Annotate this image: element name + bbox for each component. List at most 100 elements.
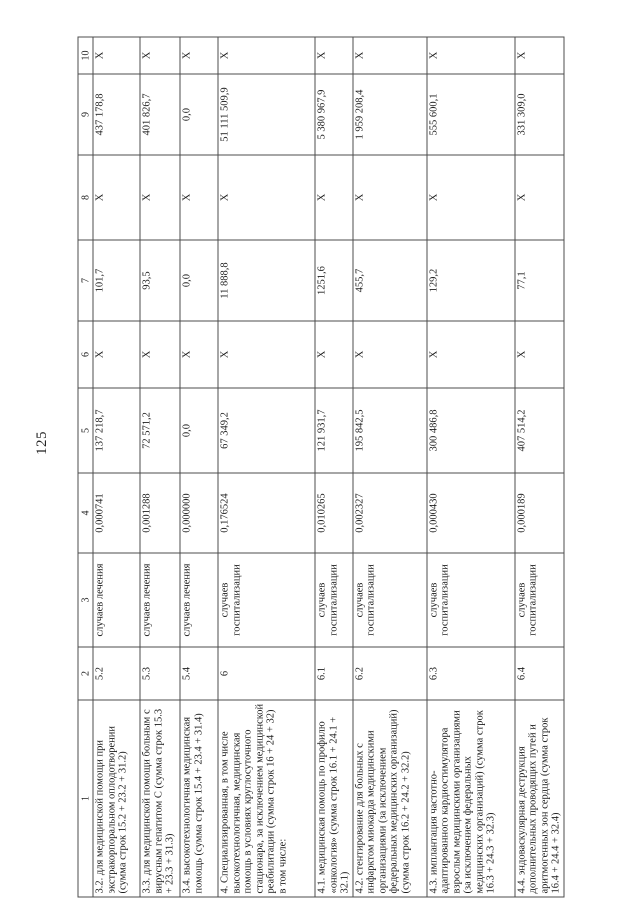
cell-unit: случаев госпитализации xyxy=(315,553,353,647)
cell-col9: 0,0 xyxy=(180,74,218,155)
cell-col10: X xyxy=(426,37,515,74)
cell-col8: X xyxy=(218,155,315,240)
tariff-table: 1 2 3 4 5 6 7 8 9 10 3.2. для медицинско… xyxy=(77,36,564,898)
table-row-3-3: 3.3. для медицинской помощи больным с ви… xyxy=(140,37,180,897)
cell-line-number: 6.4 xyxy=(514,647,564,700)
cell-col7: 1251,6 xyxy=(315,240,353,321)
col-header-6: 6 xyxy=(78,321,93,388)
cell-col5: 121 931,7 xyxy=(315,388,353,473)
cell-line-number: 6.3 xyxy=(426,647,515,700)
cell-col7: 77,1 xyxy=(514,240,564,321)
cell-col8: X xyxy=(514,155,564,240)
cell-col6: X xyxy=(352,321,427,388)
cell-col7: 11 888,8 xyxy=(218,240,315,321)
column-number-header-row: 1 2 3 4 5 6 7 8 9 10 xyxy=(78,37,93,897)
col-header-1: 1 xyxy=(78,700,93,897)
cell-line-number: 5.4 xyxy=(180,647,218,700)
cell-col4: 0,176524 xyxy=(218,473,315,553)
cell-line-number: 6.1 xyxy=(315,647,353,700)
cell-col5: 300 486,8 xyxy=(426,388,515,473)
cell-col5: 137 218,7 xyxy=(93,388,140,473)
cell-col6: X xyxy=(426,321,515,388)
page-number: 125 xyxy=(34,431,50,455)
cell-col4: 0,000430 xyxy=(426,473,515,553)
cell-col9: 5 380 967,9 xyxy=(315,74,353,155)
cell-col4: 0,000000 xyxy=(180,473,218,553)
cell-col7: 101,7 xyxy=(93,240,140,321)
cell-name: 3.2. для медицинской помощи при экстрако… xyxy=(93,700,140,897)
cell-unit: случаев лечения xyxy=(140,553,180,647)
cell-col6: X xyxy=(93,321,140,388)
cell-col8: X xyxy=(426,155,515,240)
cell-name: 4.3. имплантация частотно-адаптированног… xyxy=(426,700,515,897)
cell-name: 4.1. медицинская помощь по профилю «онко… xyxy=(315,700,353,897)
cell-col4: 0,000741 xyxy=(93,473,140,553)
cell-col10: X xyxy=(93,37,140,74)
cell-name: 4.2. стентирование для больных с инфаркт… xyxy=(352,700,427,897)
cell-col5: 195 842,5 xyxy=(352,388,427,473)
cell-col9: 51 111 509,9 xyxy=(218,74,315,155)
cell-col10: X xyxy=(352,37,427,74)
cell-unit: случаев лечения xyxy=(180,553,218,647)
cell-col10: X xyxy=(514,37,564,74)
col-header-5: 5 xyxy=(78,388,93,473)
cell-col5: 72 571,2 xyxy=(140,388,180,473)
col-header-4: 4 xyxy=(78,473,93,553)
cell-line-number: 5.2 xyxy=(93,647,140,700)
rotated-table-container: 1 2 3 4 5 6 7 8 9 10 3.2. для медицинско… xyxy=(77,36,564,898)
cell-col9: 1 959 208,4 xyxy=(352,74,427,155)
cell-line-number: 6.2 xyxy=(352,647,427,700)
cell-col6: X xyxy=(218,321,315,388)
col-header-7: 7 xyxy=(78,240,93,321)
cell-col4: 0,000189 xyxy=(514,473,564,553)
cell-col10: X xyxy=(140,37,180,74)
cell-col8: X xyxy=(352,155,427,240)
cell-col4: 0,001288 xyxy=(140,473,180,553)
table-row-4-2: 4.2. стентирование для больных с инфаркт… xyxy=(352,37,427,897)
cell-name: 3.4. высокотехнологичная медицинская пом… xyxy=(180,700,218,897)
cell-col9: 437 178,8 xyxy=(93,74,140,155)
cell-col6: X xyxy=(140,321,180,388)
cell-unit: случаев госпитализации xyxy=(426,553,515,647)
col-header-8: 8 xyxy=(78,155,93,240)
cell-col10: X xyxy=(218,37,315,74)
cell-col9: 555 600,1 xyxy=(426,74,515,155)
cell-col9: 401 826,7 xyxy=(140,74,180,155)
cell-col4: 0,010265 xyxy=(315,473,353,553)
table-row-4-1: 4.1. медицинская помощь по профилю «онко… xyxy=(315,37,353,897)
table-row-4-3: 4.3. имплантация частотно-адаптированног… xyxy=(426,37,515,897)
cell-col10: X xyxy=(180,37,218,74)
table-row-3-2: 3.2. для медицинской помощи при экстрако… xyxy=(93,37,140,897)
col-header-9: 9 xyxy=(78,74,93,155)
cell-col5: 407 514,2 xyxy=(514,388,564,473)
cell-col9: 331 309,0 xyxy=(514,74,564,155)
cell-col7: 0,0 xyxy=(180,240,218,321)
cell-col8: X xyxy=(315,155,353,240)
col-header-3: 3 xyxy=(78,553,93,647)
cell-col8: X xyxy=(93,155,140,240)
cell-col7: 93,5 xyxy=(140,240,180,321)
table-row-3-4: 3.4. высокотехнологичная медицинская пом… xyxy=(180,37,218,897)
cell-name: 4. Специализированная, в том числе высок… xyxy=(218,700,315,897)
cell-col10: X xyxy=(315,37,353,74)
cell-line-number: 6 xyxy=(218,647,315,700)
cell-unit: случаев лечения xyxy=(93,553,140,647)
cell-unit: случаев госпитализации xyxy=(352,553,427,647)
cell-col6: X xyxy=(180,321,218,388)
cell-unit: случаев госпитализации xyxy=(218,553,315,647)
cell-col7: 129,2 xyxy=(426,240,515,321)
cell-col6: X xyxy=(514,321,564,388)
table-row-4-4: 4.4. эндоваскулярная деструкция дополнит… xyxy=(514,37,564,897)
cell-col8: X xyxy=(140,155,180,240)
cell-col8: X xyxy=(180,155,218,240)
cell-line-number: 5.3 xyxy=(140,647,180,700)
cell-col5: 67 349,2 xyxy=(218,388,315,473)
cell-unit: случаев госпитализации xyxy=(514,553,564,647)
table-row-4: 4. Специализированная, в том числе высок… xyxy=(218,37,315,897)
col-header-2: 2 xyxy=(78,647,93,700)
col-header-10: 10 xyxy=(78,37,93,74)
cell-col5: 0,0 xyxy=(180,388,218,473)
cell-name: 3.3. для медицинской помощи больным с ви… xyxy=(140,700,180,897)
cell-col4: 0,002327 xyxy=(352,473,427,553)
